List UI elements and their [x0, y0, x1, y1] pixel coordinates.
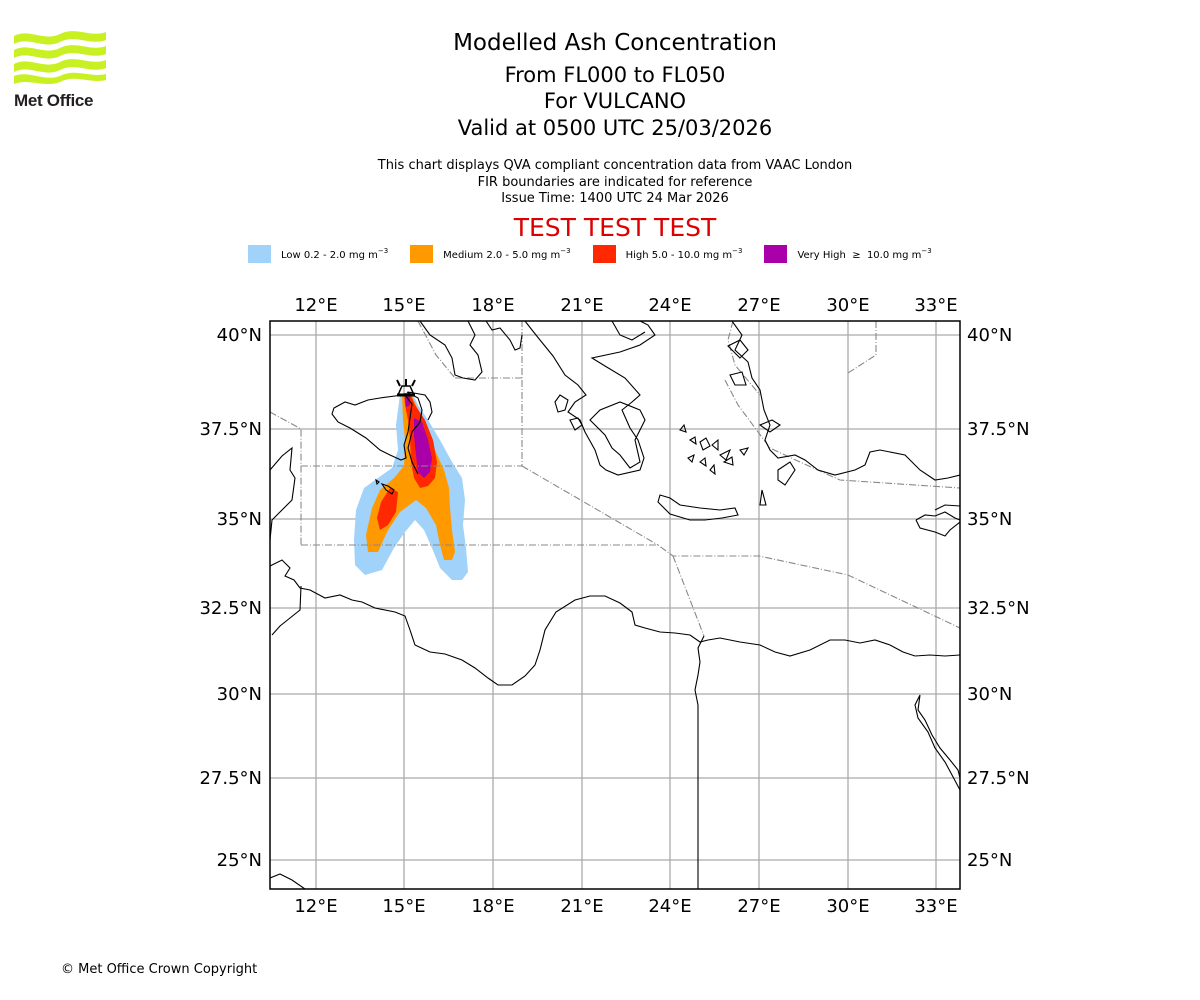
fir-boundaries — [270, 321, 960, 637]
y-tick-left: 27.5°N — [199, 768, 262, 789]
ash-contour-very-high — [405, 395, 432, 478]
y-tick-left: 40°N — [217, 325, 262, 346]
legend-item-very-high: Very High ≥ 10.0 mg m−3 — [764, 245, 932, 263]
x-tick-bottom: 24°E — [648, 896, 691, 917]
x-axis-top-labels: 12°E 15°E 18°E 21°E 24°E 27°E 30°E 33°E — [294, 295, 957, 316]
met-office-logo-icon — [14, 31, 106, 84]
y-tick-right: 30°N — [967, 684, 1012, 705]
x-tick-top: 33°E — [914, 295, 957, 316]
legend-label-low: Low 0.2 - 2.0 mg m−3 — [281, 247, 389, 261]
y-axis-left-labels: 40°N 37.5°N 35°N 32.5°N 30°N 27.5°N 25°N — [199, 325, 262, 871]
y-tick-left: 32.5°N — [199, 598, 262, 619]
x-tick-top: 12°E — [294, 295, 337, 316]
legend-item-low: Low 0.2 - 2.0 mg m−3 — [248, 245, 388, 263]
x-tick-bottom: 21°E — [560, 896, 603, 917]
x-axis-bottom-labels: 12°E 15°E 18°E 21°E 24°E 27°E 30°E 33°E — [294, 896, 957, 917]
y-tick-right: 25°N — [967, 850, 1012, 871]
legend-swatch-high — [592, 245, 616, 263]
legend-label-very-high: Very High ≥ 10.0 mg m−3 — [797, 247, 932, 261]
y-tick-left: 30°N — [217, 684, 262, 705]
x-tick-top: 30°E — [826, 295, 869, 316]
coastlines — [270, 321, 960, 889]
x-tick-bottom: 33°E — [914, 896, 957, 917]
x-tick-bottom: 27°E — [737, 896, 780, 917]
x-tick-top: 27°E — [737, 295, 780, 316]
legend-swatch-very-high — [764, 245, 788, 263]
y-axis-right-labels: 40°N 37.5°N 35°N 32.5°N 30°N 27.5°N 25°N — [967, 325, 1030, 871]
chart-title: Modelled Ash Concentration — [453, 30, 777, 56]
y-tick-left: 35°N — [217, 509, 262, 530]
ash-concentration-contours — [354, 392, 468, 580]
copyright-notice: © Met Office Crown Copyright — [61, 962, 258, 977]
met-office-logo-text: Met Office — [14, 91, 94, 110]
concentration-legend: Low 0.2 - 2.0 mg m−3 Medium 2.0 - 5.0 mg… — [248, 244, 954, 264]
y-tick-right: 27.5°N — [967, 768, 1030, 789]
valid-time: Valid at 0500 UTC 25/03/2026 — [457, 116, 773, 140]
y-tick-right: 37.5°N — [967, 419, 1030, 440]
test-banner: TEST TEST TEST — [513, 213, 717, 242]
legend-item-medium: Medium 2.0 - 5.0 mg m−3 — [410, 245, 571, 263]
x-tick-top: 15°E — [382, 295, 425, 316]
y-tick-left: 25°N — [217, 850, 262, 871]
issue-time: Issue Time: 1400 UTC 24 Mar 2026 — [501, 191, 729, 206]
x-tick-top: 21°E — [560, 295, 603, 316]
volcano-icon — [396, 379, 416, 397]
legend-label-medium: Medium 2.0 - 5.0 mg m−3 — [443, 247, 571, 261]
fir-note: FIR boundaries are indicated for referen… — [477, 175, 753, 190]
volcano-name: For VULCANO — [543, 89, 687, 113]
ash-contour-high-south — [377, 488, 398, 530]
x-tick-bottom: 15°E — [382, 896, 425, 917]
legend-swatch-low — [248, 245, 271, 263]
flight-level-range: From FL000 to FL050 — [504, 63, 726, 87]
legend-swatch-medium — [410, 245, 434, 263]
y-tick-left: 37.5°N — [199, 419, 262, 440]
legend-item-high: High 5.0 - 10.0 mg m−3 — [592, 245, 743, 263]
y-tick-right: 32.5°N — [967, 598, 1030, 619]
chart-description: This chart displays QVA compliant concen… — [377, 158, 853, 173]
x-tick-bottom: 18°E — [471, 896, 514, 917]
legend-label-high: High 5.0 - 10.0 mg m−3 — [625, 247, 743, 261]
x-tick-top: 24°E — [648, 295, 691, 316]
x-tick-top: 18°E — [471, 295, 514, 316]
map-frame — [269, 320, 961, 890]
x-tick-bottom: 30°E — [826, 896, 869, 917]
gridlines — [270, 321, 960, 889]
y-tick-right: 40°N — [967, 325, 1012, 346]
y-tick-right: 35°N — [967, 509, 1012, 530]
x-tick-bottom: 12°E — [294, 896, 337, 917]
